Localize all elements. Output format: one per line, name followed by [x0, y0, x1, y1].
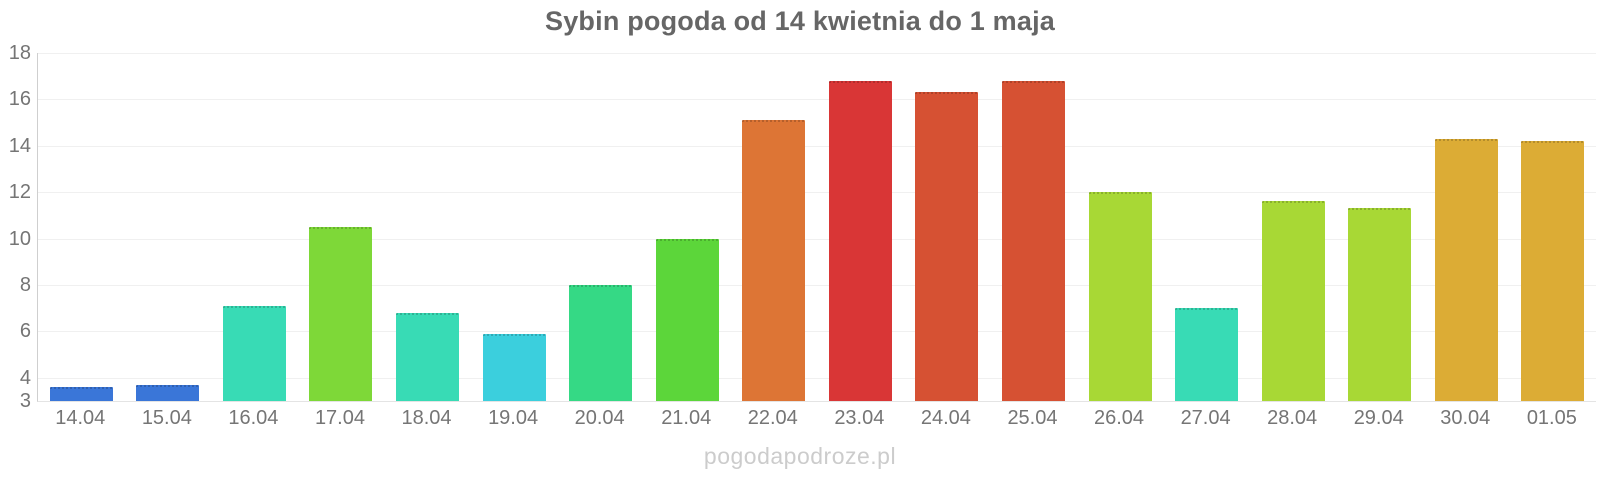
x-tick-label-17.04: 17.04	[314, 407, 365, 429]
x-tick-label-19.04: 19.04	[488, 407, 539, 429]
x-tick-label-30.04: 30.04	[1440, 407, 1491, 429]
bar-slot-28.04	[1250, 53, 1337, 401]
bar-27.04[interactable]	[1175, 308, 1239, 401]
y-tick-label-10: 10	[8, 227, 31, 250]
bar-19.04[interactable]	[482, 333, 546, 401]
gridline-16	[38, 99, 1596, 101]
bar-slot-14.04	[38, 53, 125, 401]
bar-slot-17.04	[298, 53, 385, 401]
x-tick-label-24.04: 24.04	[920, 407, 971, 429]
x-tick-label-01.05: 01.05	[1526, 407, 1577, 429]
bar-slot-20.04	[557, 53, 644, 401]
bar-20.04[interactable]	[569, 285, 633, 401]
bar-01.05[interactable]	[1521, 141, 1585, 401]
x-tick-label-27.04: 27.04	[1180, 407, 1231, 429]
bar-15.04[interactable]	[136, 384, 200, 401]
gridline-4	[38, 377, 1596, 379]
y-tick-label-14: 14	[8, 134, 31, 157]
bar-26.04[interactable]	[1088, 192, 1152, 401]
x-tick-label-14.04: 14.04	[55, 407, 106, 429]
x-tick-label-15.04: 15.04	[141, 407, 192, 429]
x-tick-label-16.04: 16.04	[228, 407, 279, 429]
bar-23.04[interactable]	[828, 80, 892, 401]
x-tick-label-28.04: 28.04	[1267, 407, 1318, 429]
bar-18.04[interactable]	[396, 312, 460, 401]
x-tick-label-29.04: 29.04	[1353, 407, 1404, 429]
x-tick-label-18.04: 18.04	[401, 407, 452, 429]
bar-slot-18.04	[384, 53, 471, 401]
bar-slot-01.05	[1510, 53, 1597, 401]
gridline-10	[38, 238, 1596, 240]
y-tick-label-18: 18	[8, 42, 31, 64]
bar-24.04[interactable]	[915, 92, 979, 401]
bar-slot-22.04	[731, 53, 818, 401]
gridline-12	[38, 192, 1596, 194]
bar-28.04[interactable]	[1261, 201, 1325, 401]
bar-slot-25.04	[990, 53, 1077, 401]
bar-slot-30.04	[1423, 53, 1510, 401]
bar-slot-26.04	[1077, 53, 1164, 401]
x-tick-label-22.04: 22.04	[747, 407, 798, 429]
bar-slot-24.04	[904, 53, 991, 401]
bar-29.04[interactable]	[1348, 208, 1412, 401]
gridline-14	[38, 145, 1596, 147]
y-tick-label-4: 4	[19, 366, 31, 389]
bar-slot-21.04	[644, 53, 731, 401]
plot-area	[37, 53, 1596, 402]
x-tick-label-26.04: 26.04	[1094, 407, 1145, 429]
gridline-8	[38, 285, 1596, 286]
chart-title: Sybin pogoda od 14 kwietnia do 1 maja	[545, 6, 1055, 36]
bar-slot-27.04	[1163, 53, 1250, 401]
x-tick-label-20.04: 20.04	[574, 407, 625, 429]
bar-slot-15.04	[125, 53, 212, 401]
bar-slot-16.04	[211, 53, 298, 401]
x-tick-label-23.04: 23.04	[834, 407, 885, 429]
y-tick-label-12: 12	[8, 181, 31, 204]
bar-17.04[interactable]	[309, 227, 373, 401]
x-tick-label-21.04: 21.04	[661, 407, 712, 429]
bar-14.04[interactable]	[49, 387, 113, 401]
bar-21.04[interactable]	[655, 238, 719, 401]
gridline-6	[38, 331, 1596, 333]
bar-slot-19.04	[471, 53, 558, 401]
bar-25.04[interactable]	[1001, 80, 1065, 401]
bar-slot-29.04	[1336, 53, 1423, 401]
bar-slot-23.04	[817, 53, 904, 401]
y-tick-label-6: 6	[19, 320, 31, 343]
watermark: pogodapodroze.pl	[703, 443, 897, 469]
bar-16.04[interactable]	[222, 305, 286, 401]
y-axis: 3 4 6 8 10 12 14 16 18	[0, 43, 31, 411]
bar-22.04[interactable]	[742, 120, 806, 401]
x-axis: 14.04 15.04 16.04 17.04 18.04 19.04 20.04 21.04…	[37, 407, 1595, 430]
bar-30.04[interactable]	[1434, 138, 1498, 401]
x-tick-label-25.04: 25.04	[1007, 407, 1058, 429]
gridline-18	[38, 53, 1596, 54]
y-tick-label-8: 8	[19, 274, 31, 296]
bars-layer	[38, 53, 1596, 401]
y-tick-label-3: 3	[19, 390, 31, 412]
y-tick-label-16: 16	[8, 88, 31, 111]
